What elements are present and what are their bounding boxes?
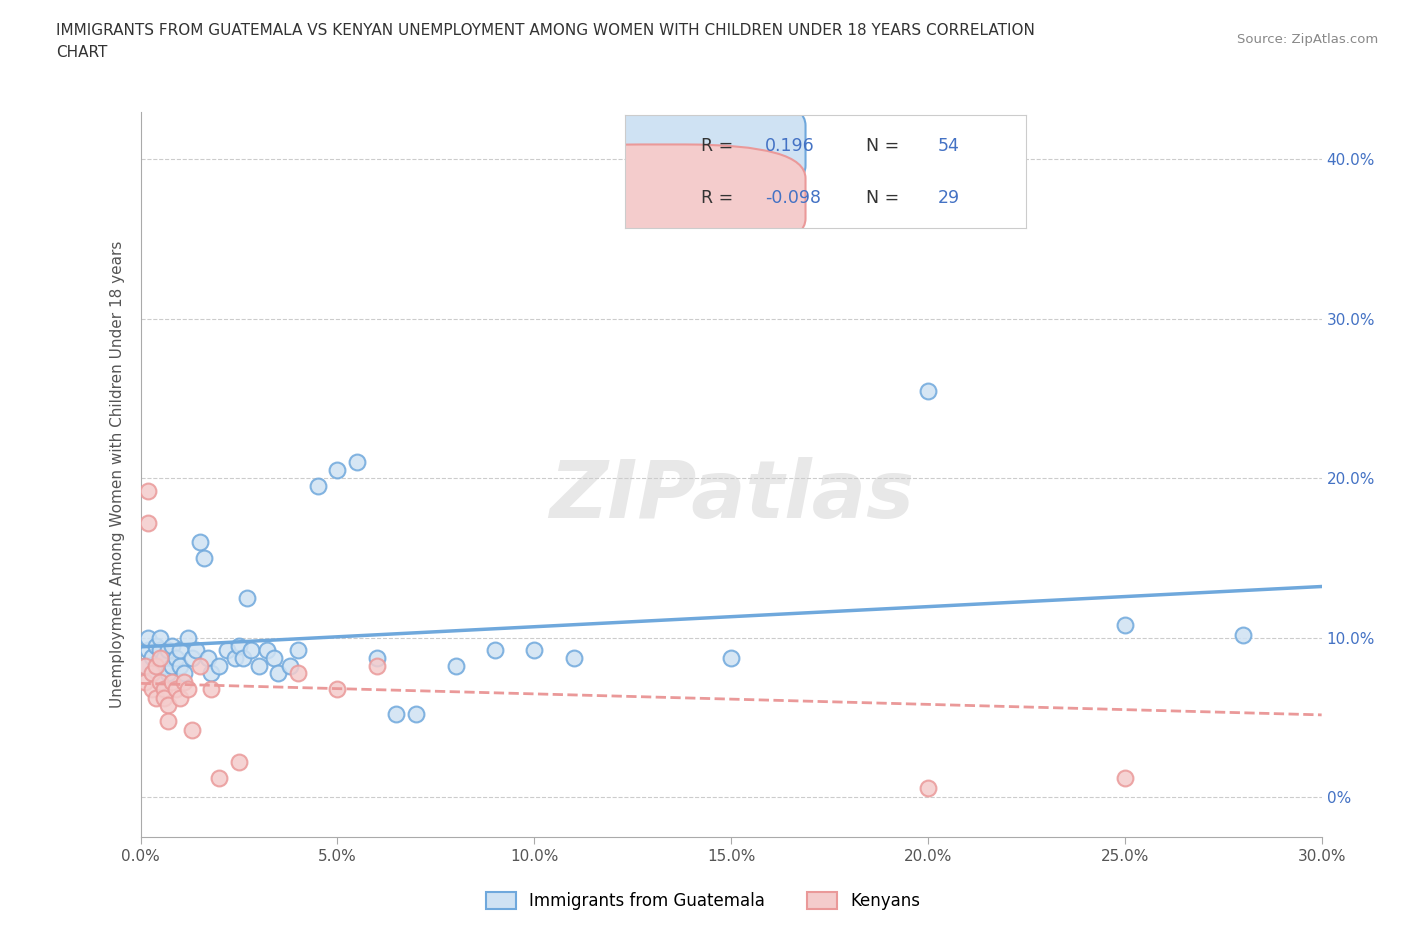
Point xyxy=(287,665,309,680)
Point xyxy=(145,638,167,653)
Point xyxy=(134,659,156,674)
Point xyxy=(256,643,278,658)
Point xyxy=(188,535,211,550)
Point xyxy=(165,682,187,697)
Point xyxy=(224,651,246,666)
Point xyxy=(232,651,254,666)
Point xyxy=(141,682,163,697)
Point xyxy=(1232,627,1254,642)
Point xyxy=(149,675,172,690)
Point xyxy=(307,479,329,494)
Point xyxy=(169,643,191,658)
Point xyxy=(149,631,172,645)
Point xyxy=(177,682,200,697)
Point xyxy=(149,675,172,690)
Point xyxy=(720,651,742,666)
Point xyxy=(444,659,467,674)
Point xyxy=(134,659,156,674)
Point xyxy=(149,651,172,666)
Point xyxy=(160,638,183,653)
Y-axis label: Unemployment Among Women with Children Under 18 years: Unemployment Among Women with Children U… xyxy=(110,241,125,708)
Legend: Immigrants from Guatemala, Kenyans: Immigrants from Guatemala, Kenyans xyxy=(479,885,927,917)
Point xyxy=(157,665,180,680)
Point xyxy=(173,675,195,690)
Point xyxy=(228,638,250,653)
Point xyxy=(173,665,195,680)
Point xyxy=(247,659,270,674)
Text: CHART: CHART xyxy=(56,45,108,60)
Point xyxy=(239,643,262,658)
Point xyxy=(138,515,160,530)
Point xyxy=(562,651,585,666)
Point xyxy=(326,463,349,478)
Point xyxy=(200,665,222,680)
Point xyxy=(188,659,211,674)
Point xyxy=(385,707,408,722)
Point xyxy=(287,643,309,658)
Point xyxy=(153,651,176,666)
Point xyxy=(157,713,180,728)
Point xyxy=(197,651,219,666)
Point xyxy=(200,682,222,697)
Point xyxy=(145,691,167,706)
Point xyxy=(366,659,388,674)
Point xyxy=(145,659,167,674)
Point xyxy=(153,659,176,674)
Point xyxy=(366,651,388,666)
Point xyxy=(217,643,239,658)
Point xyxy=(141,665,163,680)
Point xyxy=(169,659,191,674)
Point xyxy=(193,551,215,565)
Point xyxy=(165,651,187,666)
Point xyxy=(180,651,202,666)
Point xyxy=(1114,771,1136,786)
Point xyxy=(153,682,176,697)
Point xyxy=(169,691,191,706)
Point xyxy=(157,698,180,712)
Point xyxy=(346,455,368,470)
Point xyxy=(134,675,156,690)
Text: Source: ZipAtlas.com: Source: ZipAtlas.com xyxy=(1237,33,1378,46)
Point xyxy=(267,665,290,680)
Point xyxy=(138,484,160,498)
Point xyxy=(236,591,259,605)
Text: ZIPatlas: ZIPatlas xyxy=(548,457,914,535)
Point xyxy=(138,643,160,658)
Point xyxy=(208,771,231,786)
Point xyxy=(141,665,163,680)
Point xyxy=(278,659,301,674)
Point xyxy=(184,643,207,658)
Point xyxy=(153,691,176,706)
Point xyxy=(523,643,546,658)
Point xyxy=(160,659,183,674)
Point xyxy=(917,383,939,398)
Point xyxy=(326,682,349,697)
Point xyxy=(157,643,180,658)
Point xyxy=(149,643,172,658)
Text: IMMIGRANTS FROM GUATEMALA VS KENYAN UNEMPLOYMENT AMONG WOMEN WITH CHILDREN UNDER: IMMIGRANTS FROM GUATEMALA VS KENYAN UNEM… xyxy=(56,23,1035,38)
Point xyxy=(180,723,202,737)
Point xyxy=(141,649,163,664)
Point xyxy=(208,659,231,674)
Point xyxy=(228,754,250,769)
Point xyxy=(263,651,285,666)
Point xyxy=(145,659,167,674)
Point xyxy=(1114,618,1136,632)
Point xyxy=(917,780,939,795)
Point xyxy=(484,643,506,658)
Point xyxy=(405,707,427,722)
Point xyxy=(138,631,160,645)
Point xyxy=(160,675,183,690)
Point xyxy=(177,631,200,645)
